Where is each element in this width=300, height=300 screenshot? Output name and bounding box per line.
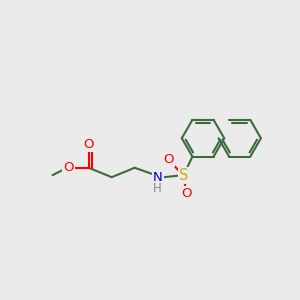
- Text: O: O: [64, 161, 74, 174]
- Text: N: N: [153, 171, 163, 184]
- Text: O: O: [163, 153, 173, 166]
- Text: S: S: [179, 168, 188, 183]
- Text: O: O: [83, 138, 94, 151]
- Text: O: O: [181, 188, 192, 200]
- Text: H: H: [153, 182, 161, 195]
